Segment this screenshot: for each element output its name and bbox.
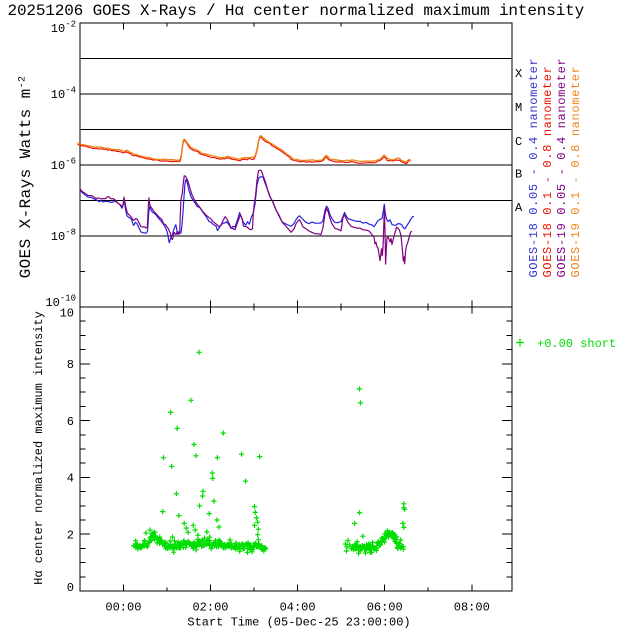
svg-text:X: X [515,67,522,81]
svg-text:4: 4 [67,472,74,486]
svg-text:Start Time (05-Dec-25 23:00:00: Start Time (05-Dec-25 23:00:00) [187,616,410,630]
svg-text:8: 8 [67,358,74,372]
svg-text:GOES-19 0.05 - 0.4 nanometer: GOES-19 0.05 - 0.4 nanometer [555,58,569,278]
svg-text:0: 0 [67,581,74,595]
svg-text:B: B [515,168,522,182]
svg-text:A: A [515,201,523,215]
svg-text:00:00: 00:00 [105,601,141,615]
svg-text:C: C [515,135,522,149]
svg-text:Hα center normalized maximum i: Hα center normalized maximum intensity [32,311,46,585]
svg-text:GOES-18 0.05 - 0.4 nanometer: GOES-18 0.05 - 0.4 nanometer [527,58,541,278]
svg-text:2: 2 [67,529,74,543]
svg-text:6: 6 [67,415,74,429]
svg-text:GOES-18 0.1 - 0.8 nanometer: GOES-18 0.1 - 0.8 nanometer [541,66,555,278]
svg-text:GOES-19 0.1 - 0.8 nanometer: GOES-19 0.1 - 0.8 nanometer [569,66,583,278]
svg-text:04:00: 04:00 [280,601,316,615]
svg-text:20251206 GOES X-Rays / Hα cent: 20251206 GOES X-Rays / Hα center normali… [8,2,585,20]
svg-text:M: M [515,101,522,115]
svg-text:10: 10 [60,307,74,321]
svg-text:GOES X-Rays Watts m-2: GOES X-Rays Watts m-2 [17,76,35,279]
svg-text:+0.00 short: +0.00 short [537,337,616,351]
svg-text:08:00: 08:00 [454,601,490,615]
svg-text:02:00: 02:00 [192,601,228,615]
svg-text:06:00: 06:00 [367,601,403,615]
